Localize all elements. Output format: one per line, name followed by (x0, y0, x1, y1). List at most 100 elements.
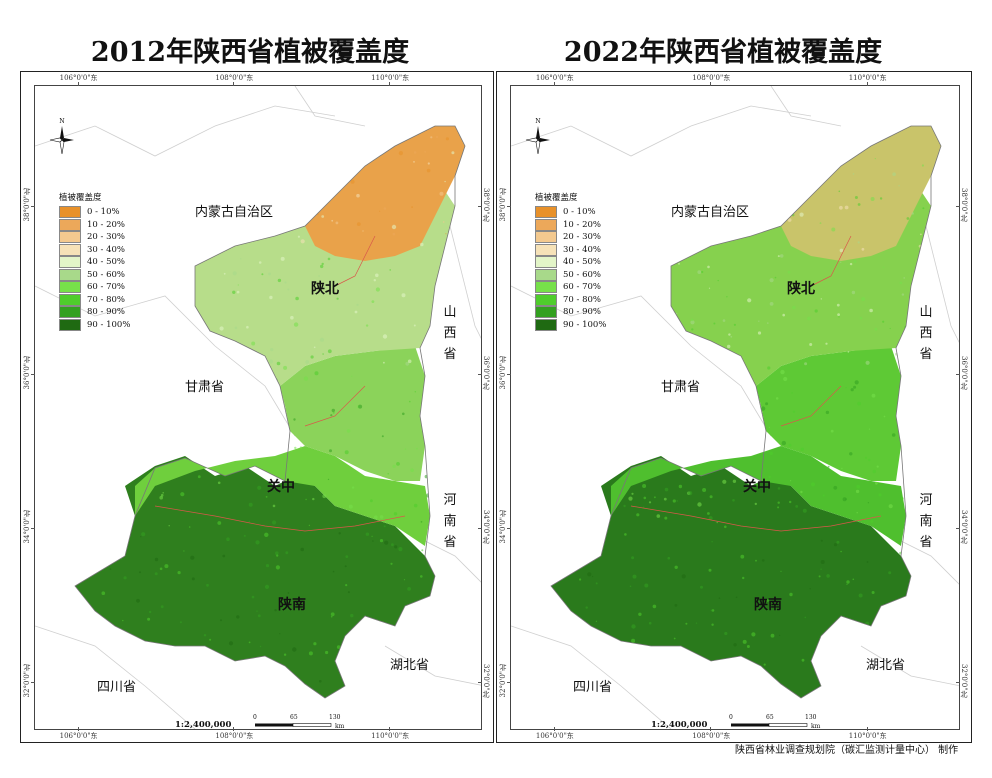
legend-item: 90 - 100% (535, 318, 607, 332)
texture-dot (333, 175, 339, 181)
texture-dot (906, 217, 910, 220)
texture-dot (441, 574, 444, 577)
texture-dot (106, 431, 109, 433)
coord-tick (507, 527, 511, 529)
texture-dot (746, 645, 750, 648)
texture-dot (831, 227, 836, 232)
texture-dot (137, 641, 143, 646)
texture-dot (337, 654, 341, 659)
texture-dot (373, 279, 376, 282)
texture-dot (257, 485, 262, 490)
texture-dot (790, 480, 792, 482)
map-panel-2012: 内蒙古自治区 甘肃省 四川省 湖北省 山西省 河南省 陕北 关中 陕南 N 植被… (20, 71, 494, 743)
texture-dot (818, 643, 822, 647)
texture-dot (804, 616, 807, 619)
coord-label-left: 34°0'0"北 (499, 509, 507, 544)
texture-dot (606, 448, 611, 452)
legend-item: 20 - 30% (59, 231, 130, 244)
map-title-2022: 2022年陕西省植被覆盖度 (563, 37, 883, 68)
texture-dot (723, 380, 727, 384)
texture-dot (717, 139, 720, 142)
coord-label-left: 32°0'0"北 (499, 663, 507, 698)
texture-dot (652, 604, 657, 609)
legend-label: 80 - 90% (87, 307, 125, 318)
texture-dot (631, 638, 636, 643)
texture-dot (392, 464, 396, 468)
texture-dot (375, 273, 379, 278)
texture-dot (182, 364, 186, 368)
texture-dot (713, 322, 716, 325)
legend-item: 60 - 70% (59, 281, 130, 294)
north-region-desert (305, 126, 465, 261)
texture-dot (795, 505, 799, 508)
texture-dot (679, 367, 682, 369)
texture-dot (746, 427, 749, 430)
texture-dot (613, 336, 618, 341)
texture-dot (141, 532, 146, 537)
coord-tick (31, 373, 35, 375)
texture-dot (635, 446, 640, 451)
texture-dot (402, 412, 405, 416)
texture-dot (899, 281, 903, 285)
texture-dot (732, 479, 737, 483)
texture-dot (768, 475, 771, 479)
label-shanxi: 山西省 (919, 305, 933, 362)
texture-dot (146, 454, 150, 458)
texture-dot (228, 641, 234, 646)
texture-dot (345, 555, 349, 558)
texture-dot (690, 320, 695, 325)
texture-dot (114, 531, 118, 535)
texture-dot (680, 150, 684, 154)
north-arrow-icon: N (49, 118, 74, 155)
texture-dot (209, 638, 212, 641)
texture-dot (300, 239, 305, 244)
texture-dot (232, 290, 236, 294)
texture-dot (733, 323, 736, 326)
texture-dot (861, 247, 865, 251)
texture-dot (166, 425, 168, 427)
texture-dot (649, 346, 653, 350)
legend-label: 90 - 100% (87, 319, 131, 330)
texture-dot (853, 260, 857, 264)
texture-dot (708, 568, 712, 572)
texture-dot (407, 587, 411, 591)
coord-label-left: 34°0'0"北 (23, 509, 31, 544)
legend-label: 90 - 100% (563, 319, 607, 330)
label-neimenggu: 内蒙古自治区 (195, 205, 274, 220)
texture-dot (739, 135, 743, 139)
texture-dot (833, 543, 838, 547)
texture-dot (420, 521, 423, 523)
texture-dot (137, 239, 139, 242)
legend-item: 80 - 90% (535, 306, 606, 319)
texture-dot (738, 406, 741, 409)
texture-dot (596, 143, 600, 147)
texture-dot (191, 577, 195, 581)
texture-dot (192, 234, 195, 237)
texture-dot (154, 557, 159, 562)
texture-dot (648, 361, 651, 364)
texture-dot (322, 353, 324, 355)
texture-dot (392, 676, 395, 679)
texture-dot (177, 571, 181, 575)
texture-dot (280, 256, 285, 261)
texture-dot (392, 232, 396, 236)
texture-dot (256, 234, 261, 239)
texture-dot (768, 426, 770, 428)
texture-dot (344, 450, 349, 455)
texture-dot (110, 361, 114, 365)
legend-swatch (535, 318, 557, 331)
label-henan: 河南省 (443, 493, 457, 550)
label-shannan: 陕南 (278, 597, 306, 613)
texture-dot (192, 663, 194, 666)
texture-dot (631, 556, 635, 560)
legend-swatch (535, 306, 557, 319)
texture-dot (394, 545, 398, 549)
texture-dot (447, 420, 449, 422)
texture-dot (257, 614, 261, 618)
label-neimenggu: 内蒙古自治区 (671, 205, 750, 220)
texture-dot (356, 303, 359, 306)
texture-dot (763, 663, 766, 666)
texture-dot (291, 183, 294, 186)
texture-dot (595, 669, 598, 673)
legend-item: 10 - 20% (535, 218, 606, 232)
